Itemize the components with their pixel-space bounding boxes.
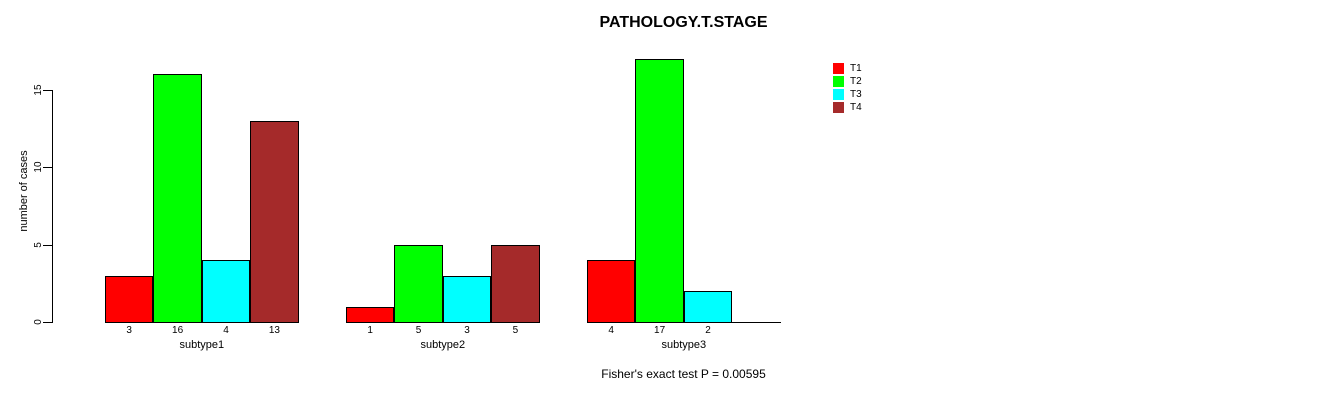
bar-value-label: 17: [654, 325, 666, 336]
bar-value-label: 3: [126, 325, 132, 336]
bar-t4-subtype2: [491, 244, 540, 323]
bar-value-label: 16: [172, 325, 184, 336]
legend-entry: T4: [833, 102, 862, 113]
legend-entry: T1: [833, 63, 862, 74]
legend-label: T4: [850, 102, 862, 113]
y-axis-line: [52, 90, 53, 323]
legend-entry: T2: [833, 76, 862, 87]
footnote: Fisher's exact test P = 0.00595: [601, 367, 766, 381]
bar-value-label: 13: [268, 325, 280, 336]
bar-t3-subtype1: [201, 260, 251, 323]
legend-swatch-t1: [833, 63, 844, 74]
y-tick-mark: [43, 89, 52, 91]
legend: T1 T2 T3 T4: [833, 63, 862, 115]
y-tick-label: 15: [33, 84, 44, 96]
legend-swatch-t3: [833, 89, 844, 100]
bar-t2-subtype2: [394, 244, 443, 323]
legend-swatch-t2: [833, 76, 844, 87]
bar-value-label: 5: [415, 325, 422, 336]
legend-label: T2: [850, 76, 862, 87]
bar-value-label: 3: [464, 325, 470, 336]
chart-title: PATHOLOGY.T.STAGE: [599, 14, 768, 31]
category-label: subtype1: [179, 339, 225, 351]
bar-value-label: 4: [223, 325, 229, 336]
bar-t1-subtype1: [105, 275, 154, 323]
bar-value-label: 2: [705, 325, 711, 336]
y-tick-mark: [43, 322, 52, 323]
legend-label: T3: [850, 89, 862, 100]
bar-t4-subtype1: [250, 120, 299, 323]
bar-t1-subtype2: [346, 306, 395, 323]
bar-t2-subtype3: [635, 59, 684, 323]
y-tick-label: 0: [33, 319, 44, 325]
y-tick-mark: [43, 244, 52, 246]
y-tick-label: 5: [33, 241, 44, 248]
bar-t3-subtype3: [683, 291, 733, 323]
legend-entry: T3: [833, 89, 862, 100]
bar-value-label: 5: [512, 325, 519, 336]
bar-t2-subtype1: [153, 74, 202, 323]
category-label: subtype3: [661, 339, 707, 351]
legend-swatch-t4: [833, 102, 844, 113]
category-label: subtype2: [420, 339, 466, 351]
bar-value-label: 1: [367, 325, 373, 336]
y-tick-label: 10: [33, 161, 44, 173]
bar-value-label: 4: [608, 325, 614, 336]
bar-t1-subtype3: [587, 260, 636, 323]
y-tick-mark: [43, 167, 52, 169]
bar-t3-subtype2: [442, 275, 492, 323]
legend-label: T1: [850, 63, 862, 74]
